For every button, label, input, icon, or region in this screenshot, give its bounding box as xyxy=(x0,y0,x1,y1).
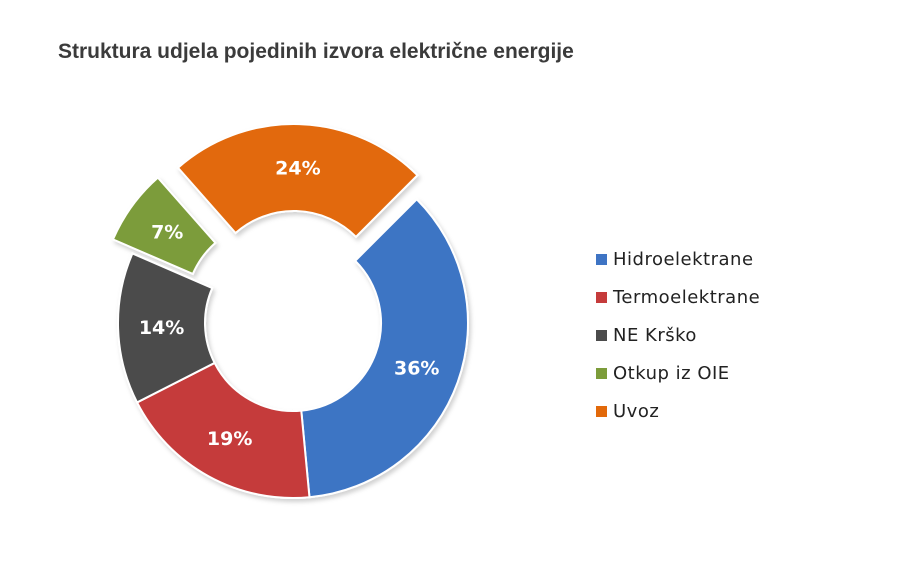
legend-swatch xyxy=(596,253,607,265)
legend-label: Otkup iz OIE xyxy=(613,362,730,384)
legend-item: Otkup iz OIE xyxy=(596,354,760,392)
legend-swatch xyxy=(596,291,607,303)
legend-label: Termoelektrane xyxy=(613,286,761,308)
slice-otkup-iz-oie xyxy=(111,176,217,276)
legend-item: Hidroelektrane xyxy=(596,240,760,278)
legend-item: NE Krško xyxy=(596,316,760,354)
slice-ne-kr-ko xyxy=(117,252,216,404)
legend-swatch xyxy=(596,405,607,417)
legend-label: Uvoz xyxy=(613,400,660,422)
legend-swatch xyxy=(596,329,607,341)
data-label: 36% xyxy=(394,358,439,380)
slice-uvoz xyxy=(176,123,419,239)
slice-termoelektrane xyxy=(135,361,311,499)
chart-legend: Hidroelektrane Termoelektrane NE Krško Otku… xyxy=(596,240,760,430)
legend-item: Termoelektrane xyxy=(596,278,760,316)
legend-label: NE Krško xyxy=(613,324,697,346)
data-label: 24% xyxy=(275,158,320,180)
legend-label: Hidroelektrane xyxy=(613,248,754,270)
slice-hidroelektrane xyxy=(300,197,469,499)
legend-item: Uvoz xyxy=(596,392,760,430)
data-label: 7% xyxy=(151,222,183,244)
data-label: 19% xyxy=(207,428,252,450)
legend-swatch xyxy=(596,367,607,379)
chart-title: Struktura udjela pojedinih izvora elektr… xyxy=(58,40,574,63)
data-label: 14% xyxy=(139,317,184,339)
